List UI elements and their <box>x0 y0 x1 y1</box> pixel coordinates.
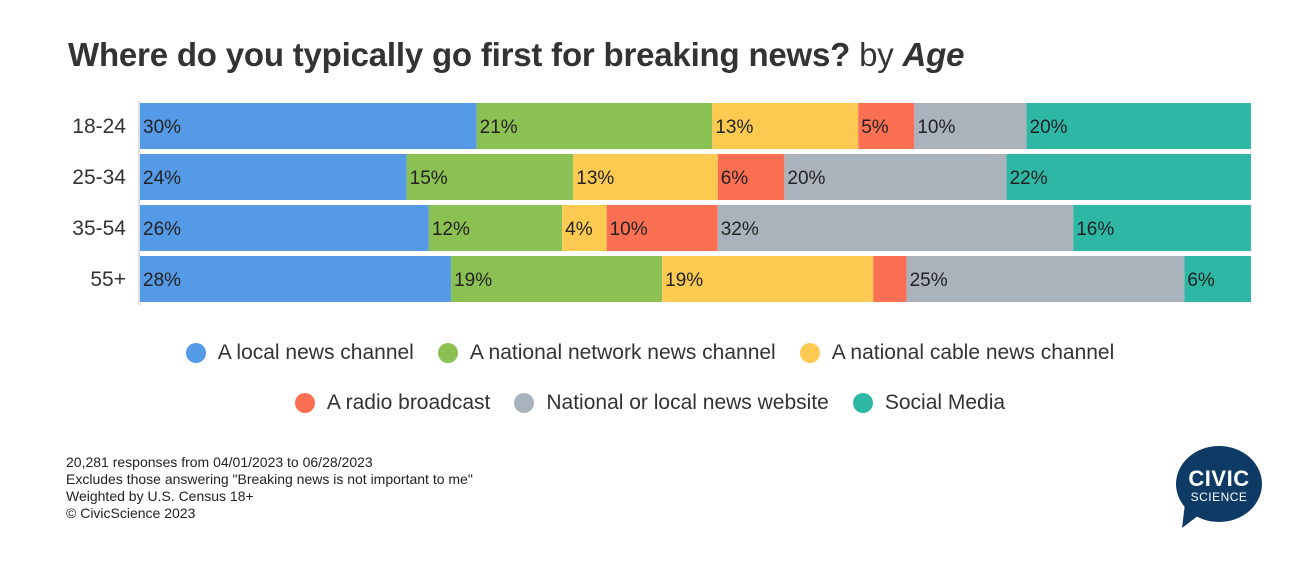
bar-segment <box>717 205 1074 251</box>
data-label: 30% <box>143 117 181 138</box>
legend-item: A national cable news channel <box>799 341 1115 365</box>
category-label: 25-34 <box>72 166 126 189</box>
bar-segment <box>428 205 563 251</box>
legend-swatch <box>294 393 315 413</box>
logo-line-1: CIVIC <box>1188 466 1250 491</box>
title-by: by <box>859 36 894 73</box>
legend-swatch <box>185 343 206 363</box>
bar-segment <box>717 154 785 200</box>
footnote-line: © CivicScience 2023 <box>66 505 196 521</box>
bar-segment <box>140 205 429 251</box>
data-label: 19% <box>665 270 703 291</box>
title-dimension: Age <box>902 36 965 73</box>
legend-label: A national network news channel <box>469 341 776 364</box>
legend-item: National or local news website <box>514 391 829 415</box>
bar-segment <box>606 205 718 251</box>
bar-segment <box>906 256 1185 302</box>
stacked-bar-chart: 18-24 30% 21% 13% 5% 10% 20% 25-34 24% 15% 13% 6% 20… <box>72 101 1251 305</box>
legend-item: A local news channel <box>185 341 414 365</box>
bar-segment <box>1026 103 1251 149</box>
data-label: 20% <box>787 168 825 189</box>
bar-segment <box>406 154 574 200</box>
bar-segment <box>140 103 477 149</box>
footnote-line: Weighted by U.S. Census 18+ <box>66 488 254 504</box>
data-label: 25% <box>910 270 948 291</box>
data-label: 6% <box>1187 270 1215 291</box>
legend-item: A radio broadcast <box>294 391 491 415</box>
footnote-line: 20,281 responses from 04/01/2023 to 06/2… <box>66 454 373 470</box>
legend-label: A national cable news channel <box>831 341 1115 364</box>
legend-row: A local news channel A national network n… <box>0 336 1300 370</box>
bar-segment <box>1006 154 1251 200</box>
footnote-line: Excludes those answering "Breaking news … <box>66 471 473 487</box>
data-label: 6% <box>721 168 749 189</box>
bar-segment <box>873 256 907 302</box>
category-label: 18-24 <box>72 115 126 138</box>
data-label: 24% <box>143 168 181 189</box>
legend-swatch <box>852 393 873 413</box>
legend-label: Social Media <box>884 391 1006 414</box>
bar-segment <box>562 205 607 251</box>
data-label: 28% <box>143 270 181 291</box>
data-label: 10% <box>917 117 955 138</box>
logo-line-2: SCIENCE <box>1190 490 1248 504</box>
legend-swatch <box>799 343 820 363</box>
data-label: 16% <box>1076 219 1114 240</box>
data-label: 13% <box>715 117 753 138</box>
footnotes: 20,281 responses from 04/01/2023 to 06/2… <box>66 454 473 522</box>
bar-segment <box>476 103 713 149</box>
bar-segment <box>573 154 718 200</box>
data-label: 13% <box>576 168 614 189</box>
category-label: 55+ <box>90 268 126 291</box>
bar-segment <box>712 103 859 149</box>
legend-swatch <box>437 343 458 363</box>
legend-item: A national network news channel <box>437 341 776 365</box>
bar-segment <box>1184 256 1251 302</box>
bar-segment <box>140 256 452 302</box>
title-question: Where do you typically go first for brea… <box>68 36 851 73</box>
data-label: 15% <box>410 168 448 189</box>
bar-segment <box>140 154 407 200</box>
data-label: 12% <box>432 219 470 240</box>
data-label: 19% <box>454 270 492 291</box>
bar-segment <box>451 256 663 302</box>
legend-label: National or local news website <box>546 391 829 414</box>
data-label: 4% <box>565 219 593 240</box>
chart-title: Where do you typically go first for brea… <box>68 36 964 74</box>
legend-label: A local news channel <box>217 341 414 364</box>
data-label: 26% <box>143 219 181 240</box>
legend-row: A radio broadcast National or local news … <box>0 386 1300 420</box>
data-label: 32% <box>721 219 759 240</box>
legend-label: A radio broadcast <box>326 391 491 414</box>
data-label: 20% <box>1030 117 1068 138</box>
bar-segment <box>914 103 1027 149</box>
data-label: 22% <box>1010 168 1048 189</box>
bar-segment <box>784 154 1007 200</box>
legend-item: Social Media <box>852 391 1006 415</box>
bar-segment <box>858 103 915 149</box>
category-label: 35-54 <box>72 217 126 240</box>
bar-segment <box>662 256 874 302</box>
data-label: 10% <box>610 219 648 240</box>
chart-legend: A local news channel A national network n… <box>0 336 1300 436</box>
data-label: 21% <box>480 117 518 138</box>
bar-segment <box>1073 205 1251 251</box>
legend-swatch <box>514 393 535 413</box>
data-label: 5% <box>861 117 889 138</box>
civicscience-logo: CIVIC SCIENCE <box>1173 446 1262 534</box>
